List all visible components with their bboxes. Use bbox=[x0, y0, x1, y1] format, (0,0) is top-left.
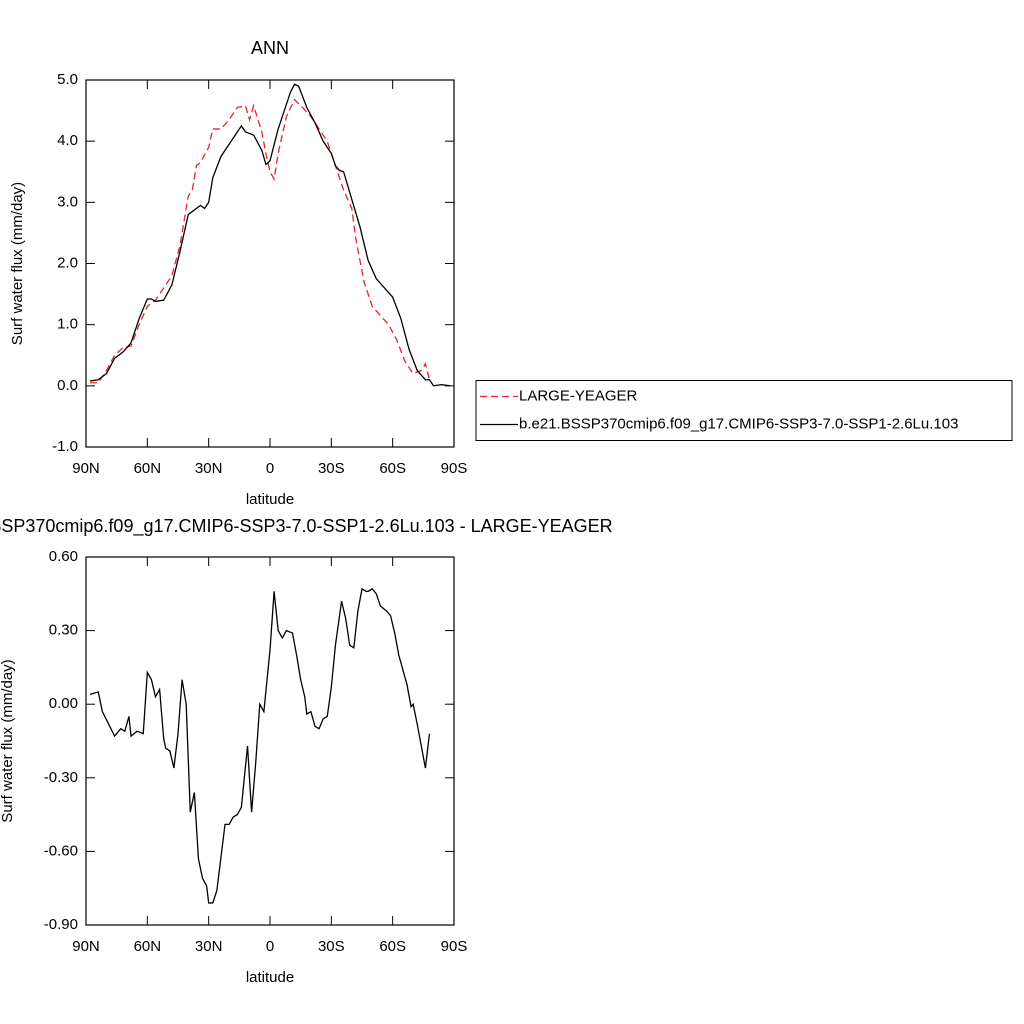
y-tick-label: -1.0 bbox=[52, 438, 78, 455]
plot-frame bbox=[85, 556, 455, 926]
y-tick-label: -0.30 bbox=[44, 769, 78, 786]
x-tick-label: 0 bbox=[266, 460, 274, 477]
chart-panel: ANN latitude Surf water flux (mm/day) -1.0 0… bbox=[9, 38, 1013, 508]
x-tick-label: 30N bbox=[195, 938, 223, 955]
y-tick-label: 2.0 bbox=[57, 254, 78, 271]
legend-label: b.e21.BSSP370cmip6.f09_g17.CMIP6-SSP3-7.… bbox=[519, 415, 958, 432]
x-tick-label: 30N bbox=[195, 460, 223, 477]
legend-label: LARGE-YEAGER bbox=[519, 387, 638, 404]
y-tick-label: 0.60 bbox=[49, 548, 78, 565]
chart-title: ANN bbox=[251, 38, 289, 58]
legend: LARGE-YEAGER b.e21.BSSP370cmip6.f09_g17.C… bbox=[475, 380, 1013, 441]
plot-frame bbox=[85, 79, 455, 448]
y-tick-label: -0.90 bbox=[44, 916, 78, 933]
x-tick-label: 60N bbox=[134, 938, 162, 955]
x-tick-label: 60N bbox=[134, 460, 162, 477]
x-tick-label: 90N bbox=[72, 938, 100, 955]
x-axis-label: latitude bbox=[246, 969, 294, 986]
x-tick-label: 0 bbox=[266, 938, 274, 955]
y-tick-label: 5.0 bbox=[57, 71, 78, 88]
data-line bbox=[90, 98, 431, 384]
x-tick-label: 60S bbox=[379, 460, 406, 477]
chart-panel: b.e21.BSSP370cmip6.f09_g17.CMIP6-SSP3-7.… bbox=[0, 516, 613, 986]
x-tick-label: 90S bbox=[441, 460, 468, 477]
y-axis-label: Surf water flux (mm/day) bbox=[0, 659, 16, 822]
y-tick-label: 0.00 bbox=[49, 695, 78, 712]
y-tick-label: 0.30 bbox=[49, 622, 78, 639]
y-tick-label: 4.0 bbox=[57, 132, 78, 149]
x-tick-label: 90S bbox=[441, 938, 468, 955]
x-tick-label: 60S bbox=[379, 938, 406, 955]
y-tick-label: 0.0 bbox=[57, 377, 78, 394]
chart-title: b.e21.BSSP370cmip6.f09_g17.CMIP6-SSP3-7.… bbox=[0, 516, 613, 537]
data-line bbox=[89, 83, 451, 387]
y-tick-label: 3.0 bbox=[57, 193, 78, 210]
x-tick-label: 30S bbox=[318, 938, 345, 955]
legend-box bbox=[475, 380, 1013, 441]
x-tick-label: 90N bbox=[72, 460, 100, 477]
y-tick-label: -0.60 bbox=[44, 842, 78, 859]
y-tick-label: 1.0 bbox=[57, 316, 78, 333]
data-line bbox=[89, 587, 431, 904]
x-tick-label: 30S bbox=[318, 460, 345, 477]
y-axis-label: Surf water flux (mm/day) bbox=[9, 182, 26, 345]
x-axis-label: latitude bbox=[246, 491, 294, 508]
